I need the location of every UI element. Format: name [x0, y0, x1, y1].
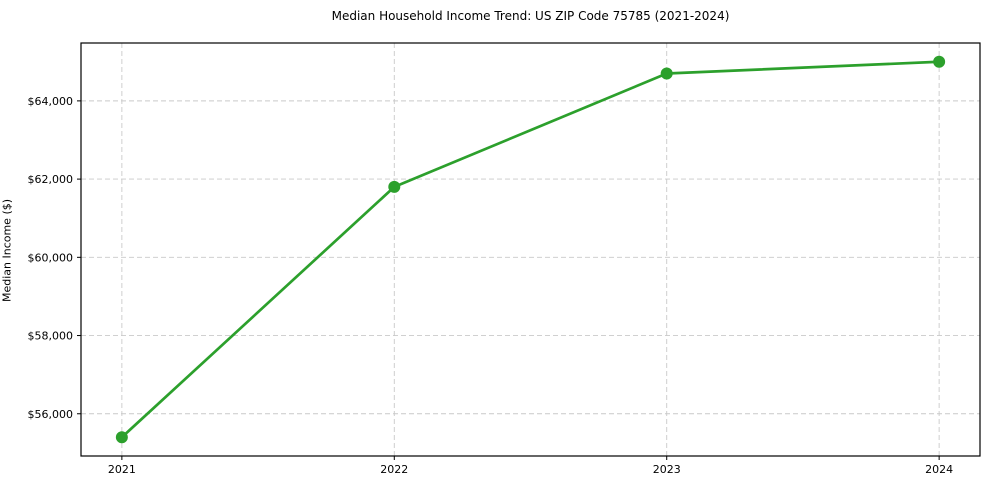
x-tick-label: 2024: [925, 463, 953, 476]
income-trend-line: [120, 60, 941, 439]
y-tick-label: $56,000: [28, 408, 74, 421]
y-tick-label: $64,000: [28, 95, 74, 108]
y-tick-label: $58,000: [28, 330, 74, 343]
data-point: [660, 67, 673, 80]
y-tick-label: $62,000: [28, 173, 74, 186]
chart-title: Median Household Income Trend: US ZIP Co…: [331, 9, 730, 23]
x-tick-label: 2022: [380, 463, 408, 476]
data-point: [115, 431, 128, 444]
y-tick-label: $60,000: [28, 251, 74, 264]
x-tick-label: 2021: [108, 463, 136, 476]
plot-frame: [80, 42, 981, 457]
data-point: [933, 55, 946, 68]
data-point: [388, 180, 401, 193]
x-tick-label: 2023: [653, 463, 681, 476]
